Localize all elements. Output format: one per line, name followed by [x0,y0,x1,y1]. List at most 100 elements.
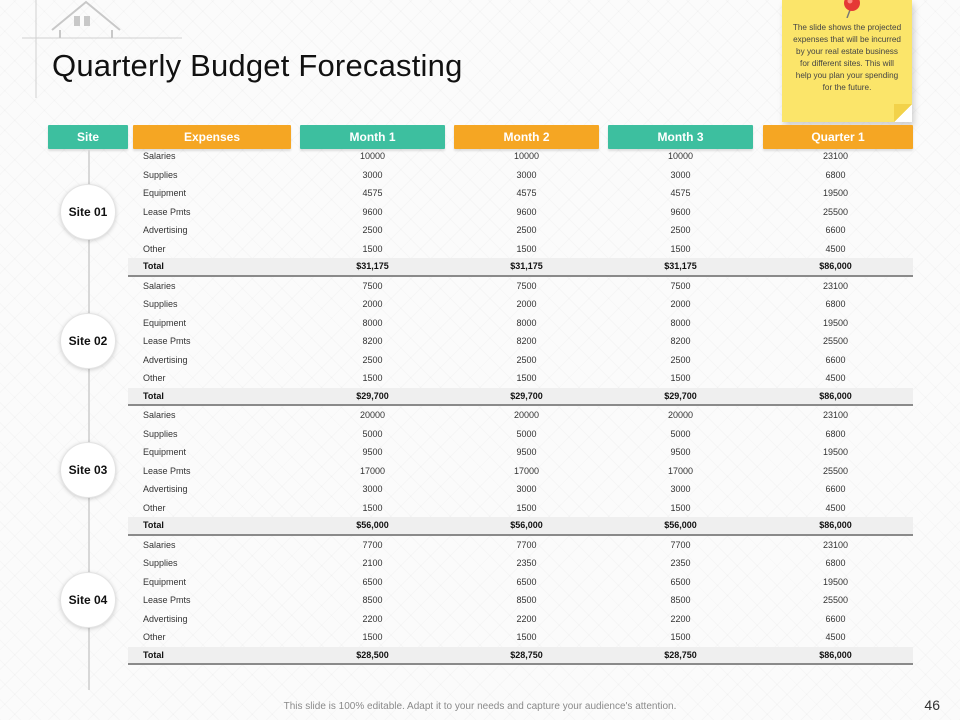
cell-exp: Salaries [143,410,176,421]
page-title: Quarterly Budget Forecasting [52,48,463,83]
cell-m2: 2350 [516,558,537,569]
table-row: Supplies 3000 3000 3000 6800 [128,166,913,185]
cell-q1: 23100 [822,151,849,162]
cell-m2: 6500 [516,576,537,587]
cell-m3: 1500 [670,243,691,254]
cell-m3: 6500 [670,576,691,587]
cell-q1: 6600 [825,354,846,365]
cell-m2: 8500 [516,595,537,606]
cell-m2: 2500 [516,354,537,365]
header-month-3: Month 3 [608,125,753,149]
cell-m1: 6500 [362,576,383,587]
cell-m3: 8200 [670,336,691,347]
table-row: Equipment 8000 8000 8000 19500 [128,314,913,333]
cell-exp: Equipment [143,447,187,458]
cell-m1: 9500 [362,447,383,458]
cell-m1: 8500 [362,595,383,606]
cell-exp: Advertising [143,484,188,495]
cell-m1: 7700 [362,539,383,550]
cell-m1: 20000 [359,410,386,421]
table-row: Advertising 2500 2500 2500 6600 [128,221,913,240]
header-site: Site [48,125,128,149]
site-01-badge: Site 01 [60,184,116,240]
table-row: Other 1500 1500 1500 4500 [128,628,913,647]
page-number: 46 [924,697,940,713]
cell-m3: 1500 [670,502,691,513]
cell-m3: 9500 [670,447,691,458]
table-row: Supplies 2000 2000 2000 6800 [128,295,913,314]
table-total-row: Total $56,000 $56,000 $56,000 $86,000 [128,517,913,536]
cell-q1: 19500 [822,188,849,199]
cell-m2: 8200 [516,336,537,347]
table-row: Supplies 5000 5000 5000 6800 [128,425,913,444]
cell-exp: Supplies [143,558,178,569]
cell-q1: 25500 [822,336,849,347]
cell-q1: 4500 [825,373,846,384]
cell-m3: 2500 [670,225,691,236]
cell-q1: 23100 [822,410,849,421]
cell-m3: 9600 [670,206,691,217]
cell-m2: 7700 [516,539,537,550]
cell-m3: 2500 [670,354,691,365]
cell-m1: 1500 [362,502,383,513]
cell-exp: Supplies [143,428,178,439]
table-row: Equipment 4575 4575 4575 19500 [128,184,913,203]
cell-q1: 6800 [825,299,846,310]
cell-m3: 1500 [670,373,691,384]
cell-m3: 4575 [670,188,691,199]
footer-note: This slide is 100% editable. Adapt it to… [283,701,677,712]
table-row: Lease Pmts 17000 17000 17000 25500 [128,462,913,481]
cell-m3: 5000 [670,428,691,439]
table-row: Equipment 9500 9500 9500 19500 [128,443,913,462]
table-row: Advertising 2500 2500 2500 6600 [128,351,913,370]
cell-m2: $56,000 [510,520,543,531]
table-row: Equipment 6500 6500 6500 19500 [128,573,913,592]
cell-m1: 8200 [362,336,383,347]
header-expenses: Expenses [133,125,291,149]
cell-m2: 9600 [516,206,537,217]
header-month-1: Month 1 [300,125,445,149]
sticky-note: The slide shows the projected expenses t… [782,0,912,122]
site-04-badge: Site 04 [60,572,116,628]
cell-m3: 8500 [670,595,691,606]
cell-q1: 19500 [822,576,849,587]
cell-m3: 2200 [670,613,691,624]
cell-m2: 3000 [516,484,537,495]
cell-m1: 4575 [362,188,383,199]
cell-exp: Total [143,261,164,272]
table-row: Salaries 7700 7700 7700 23100 [128,536,913,555]
cell-m3: $29,700 [664,390,697,401]
cell-m1: 1500 [362,243,383,254]
cell-exp: Advertising [143,225,188,236]
cell-q1: 6800 [825,169,846,180]
cell-m3: 7500 [670,280,691,291]
cell-q1: 4500 [825,502,846,513]
table-row: Advertising 2200 2200 2200 6600 [128,610,913,629]
cell-m2: 9500 [516,447,537,458]
cell-m3: 3000 [670,169,691,180]
table-row: Salaries 10000 10000 10000 23100 [128,147,913,166]
cell-m2: 10000 [513,151,540,162]
cell-exp: Lease Pmts [143,336,191,347]
sticky-note-text: The slide shows the projected expenses t… [792,23,902,92]
cell-m2: 2200 [516,613,537,624]
cell-m1: 2500 [362,354,383,365]
cell-exp: Other [143,632,166,643]
header-quarter-1: Quarter 1 [763,125,913,149]
table-row: Lease Pmts 9600 9600 9600 25500 [128,203,913,222]
cell-m1: 3000 [362,484,383,495]
cell-m2: $28,750 [510,649,543,660]
cell-m1: 3000 [362,169,383,180]
cell-m1: $28,500 [356,649,389,660]
cell-m2: $29,700 [510,390,543,401]
cell-q1: $86,000 [819,520,852,531]
table-row: Other 1500 1500 1500 4500 [128,240,913,259]
cell-m1: 10000 [359,151,386,162]
cell-m2: 1500 [516,243,537,254]
cell-q1: $86,000 [819,649,852,660]
cell-exp: Total [143,390,164,401]
cell-q1: 4500 [825,243,846,254]
budget-table: Salaries 10000 10000 10000 23100 Supplies 3000… [128,147,913,665]
cell-m3: $31,175 [664,261,697,272]
cell-q1: $86,000 [819,390,852,401]
